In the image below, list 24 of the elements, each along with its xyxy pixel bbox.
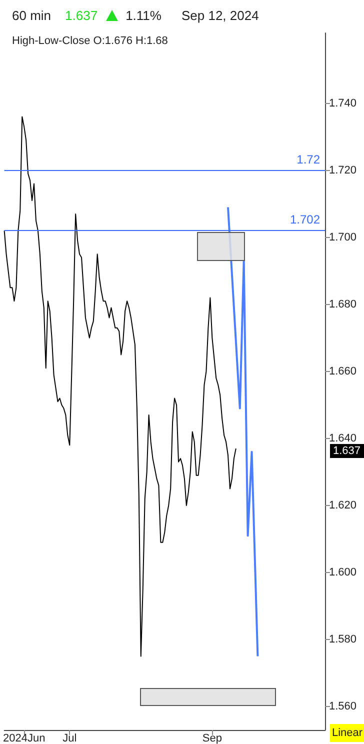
text: 1.11% bbox=[126, 8, 162, 23]
y-tick-label: 1.720 bbox=[329, 164, 357, 176]
y-tick-label: 1.620 bbox=[329, 499, 357, 512]
y-tick-label: 1.580 bbox=[329, 634, 357, 646]
y-tick-label: 1.680 bbox=[329, 298, 357, 310]
x-tick-label: Sep bbox=[202, 732, 222, 744]
y-tick-label: 1.640 bbox=[329, 432, 357, 444]
y-tick-label: 1.740 bbox=[329, 97, 357, 110]
text: Linear bbox=[330, 724, 364, 742]
line-series bbox=[227, 206, 259, 658]
y-tick-label: 1.560 bbox=[329, 700, 357, 713]
text: 1.637 bbox=[330, 444, 364, 458]
text: 1.637 bbox=[65, 8, 98, 23]
chart-title: 60 min bbox=[12, 8, 52, 23]
ref-line-label: 1.72 bbox=[296, 152, 320, 166]
x-tick-label: 2024Jun bbox=[2, 732, 46, 744]
line-series bbox=[4, 116, 236, 657]
chart-subtitle: High-Low-Close O:1.676 H:1.68 bbox=[12, 35, 168, 47]
y-tick-label: 1.700 bbox=[329, 231, 357, 244]
x-tick-label: Jul bbox=[62, 732, 77, 744]
y-tick-label: 1.600 bbox=[329, 566, 357, 579]
y-tick-label: 1.660 bbox=[329, 365, 357, 378]
text: Sep 12, 2024 bbox=[181, 8, 259, 23]
ref-line-label: 1.702 bbox=[290, 212, 320, 227]
